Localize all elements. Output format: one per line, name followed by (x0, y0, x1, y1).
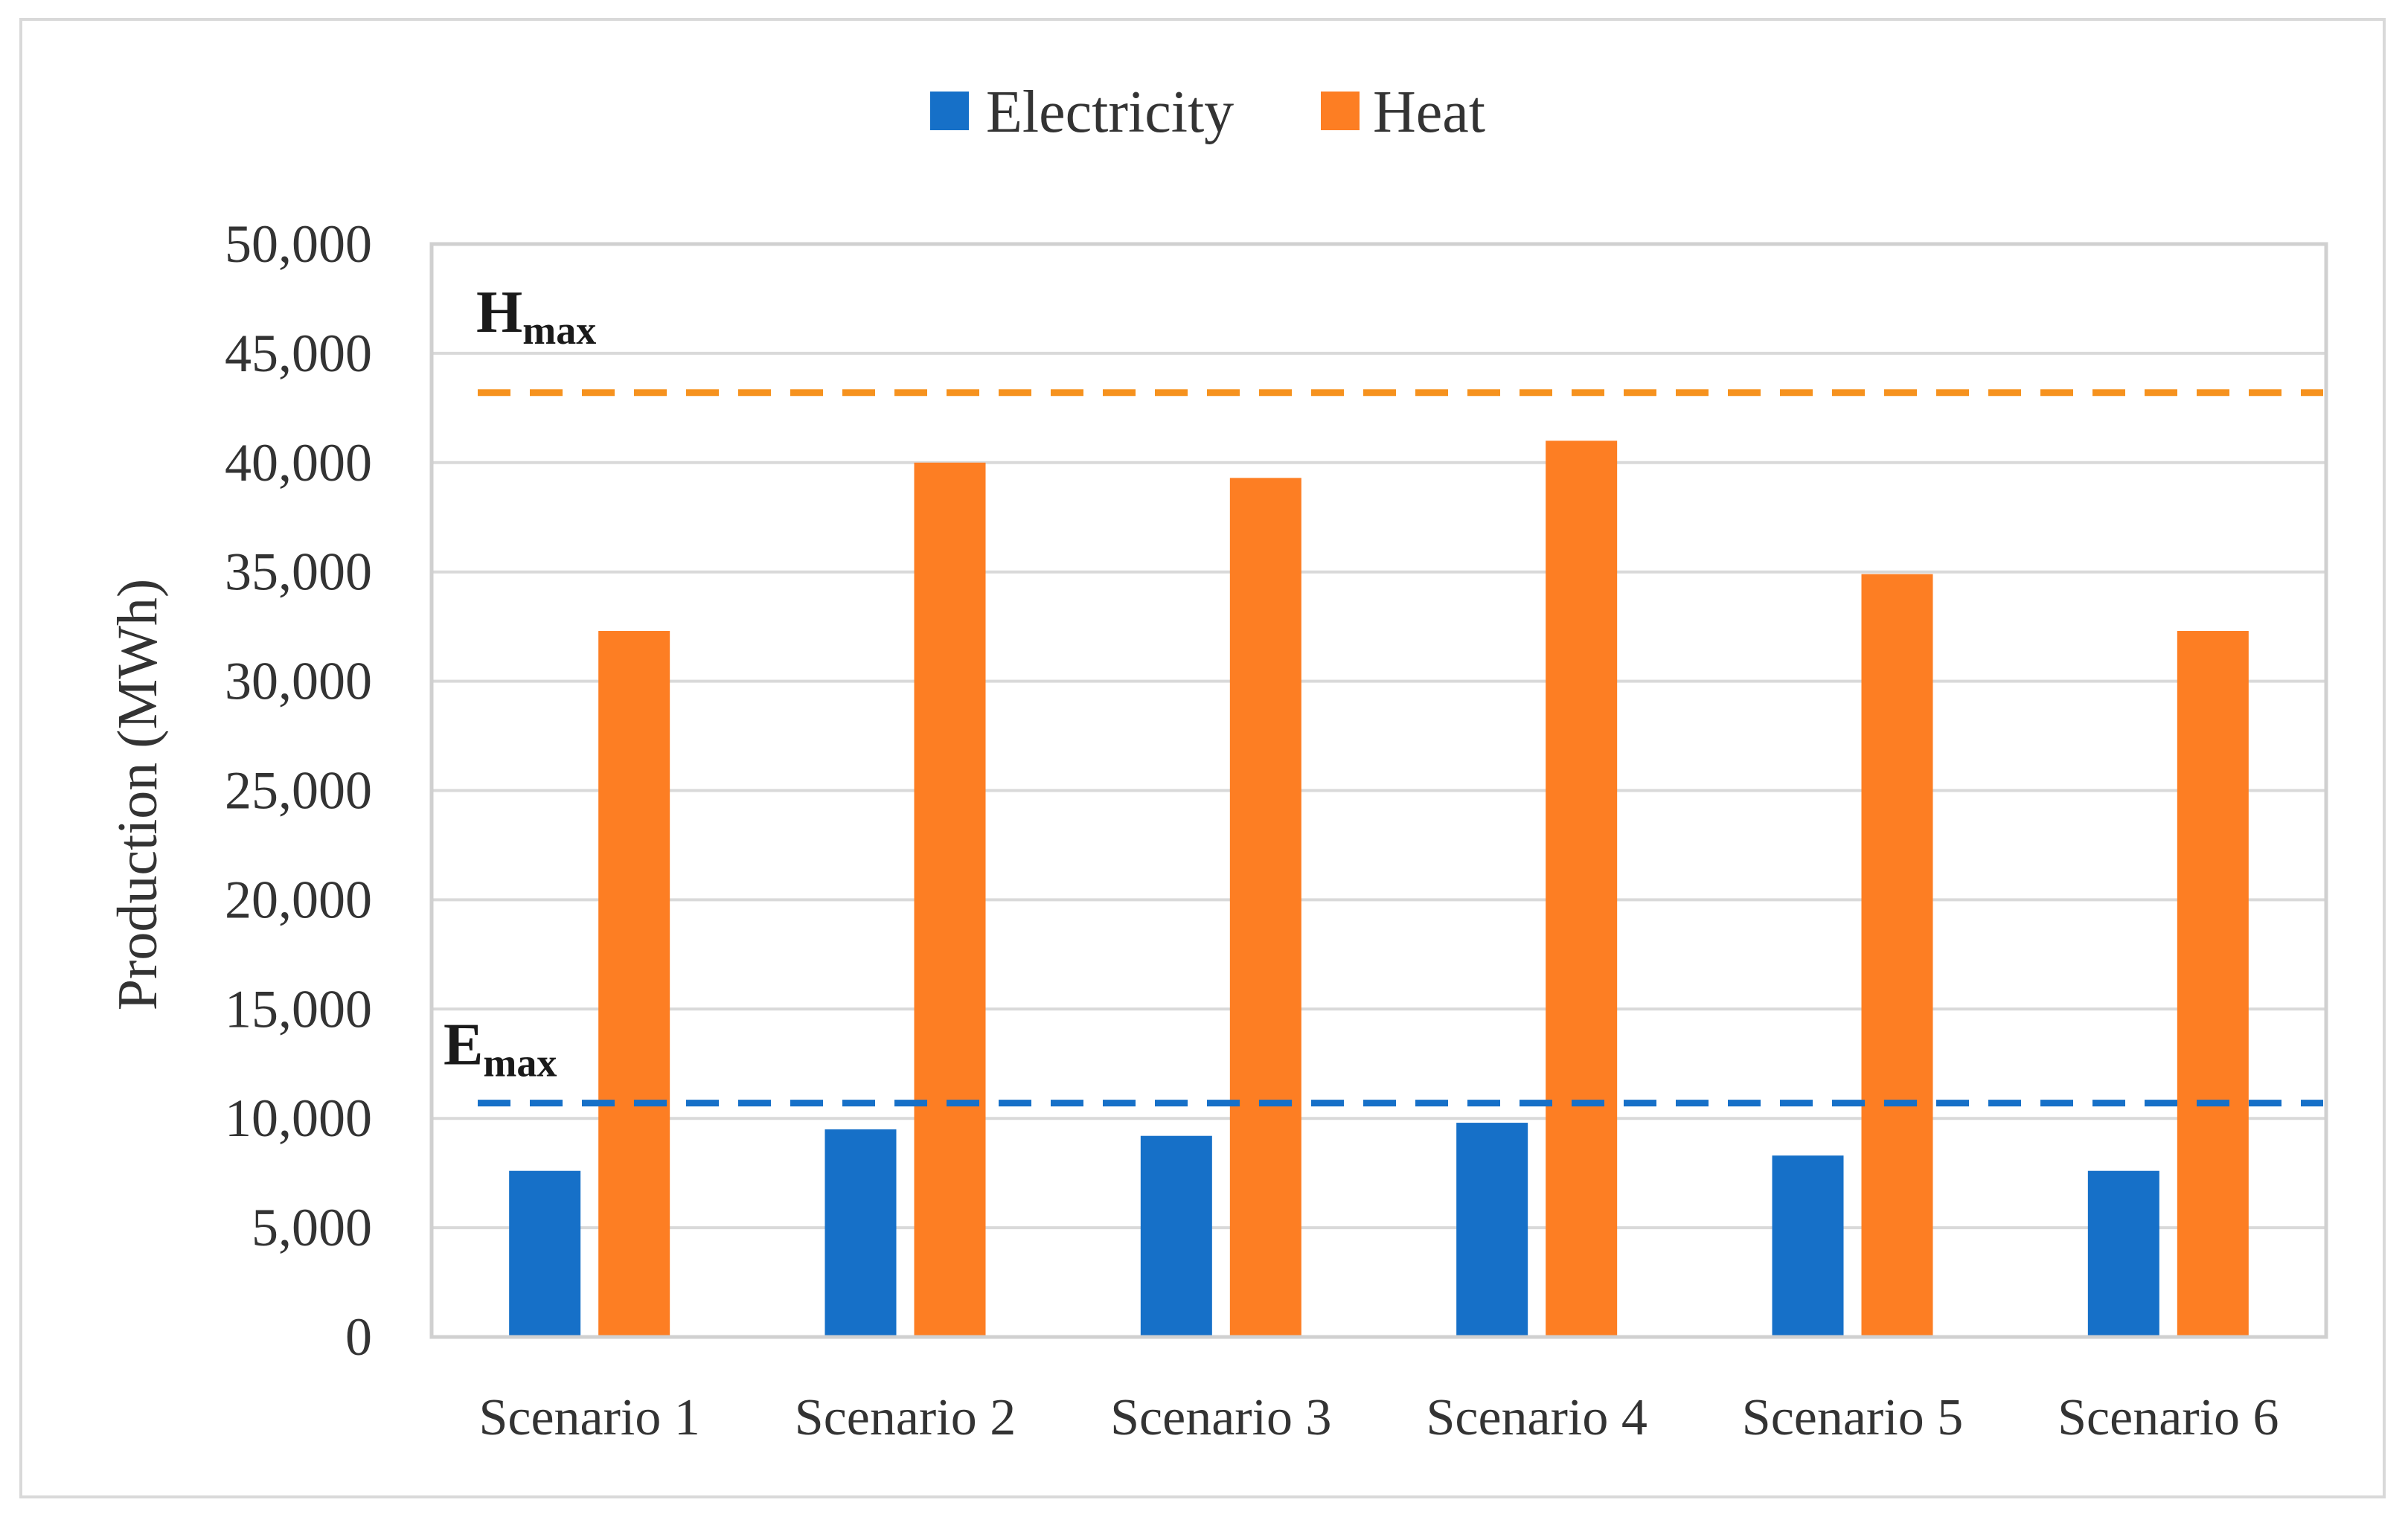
bar-heat-3 (1229, 478, 1301, 1338)
bar-electricity-3 (1140, 1135, 1212, 1337)
bars (509, 440, 2249, 1338)
gridlines (432, 351, 2326, 1230)
bar-electricity-4 (1456, 1123, 1528, 1337)
bar-heat-5 (1861, 574, 1933, 1338)
y-tick-label: 0 (345, 1307, 372, 1367)
y-tick-label: 5,000 (252, 1198, 372, 1257)
bar-heat-6 (2177, 631, 2249, 1337)
y-tick-label: 20,000 (225, 870, 372, 929)
y-tick-label: 35,000 (225, 542, 372, 602)
x-tick-label: Scenario 3 (1110, 1389, 1331, 1446)
reference-label-emax: Emax (444, 1013, 557, 1086)
x-axis-ticks: Scenario 1 Scenario 2 Scenario 3 Scenario 4… (478, 1389, 2279, 1446)
bar-heat-4 (1546, 440, 1618, 1338)
legend: Electricity Heat (930, 80, 1485, 145)
x-tick-label: Scenario 1 (478, 1389, 699, 1446)
y-tick-label: 45,000 (225, 324, 372, 383)
y-tick-label: 15,000 (225, 979, 372, 1039)
legend-swatch-heat (1321, 92, 1360, 130)
y-tick-label: 30,000 (225, 652, 372, 711)
bar-electricity-2 (824, 1129, 897, 1337)
legend-label-electricity: Electricity (986, 80, 1234, 145)
x-tick-label: Scenario 5 (1742, 1389, 1963, 1446)
y-tick-label: 40,000 (225, 433, 372, 493)
reference-lines: Hmax Emax (444, 280, 2323, 1107)
legend-swatch-electricity (930, 92, 969, 130)
y-tick-label: 25,000 (225, 761, 372, 821)
reference-label-hmax: Hmax (476, 280, 596, 353)
plot-area-border (429, 242, 2328, 1339)
bar-electricity-5 (1772, 1155, 1844, 1337)
x-tick-label: Scenario 6 (2058, 1389, 2279, 1446)
x-tick-label: Scenario 4 (1426, 1389, 1647, 1446)
legend-label-heat: Heat (1373, 80, 1485, 145)
bar-heat-1 (598, 631, 670, 1337)
y-tick-label: 10,000 (225, 1088, 372, 1148)
y-tick-label: 50,000 (225, 214, 372, 274)
x-tick-label: Scenario 2 (795, 1389, 1016, 1446)
bar-heat-2 (914, 462, 986, 1337)
y-axis-title: Production (MWh) (106, 579, 169, 1010)
y-axis-ticks: 0 5,000 10,000 15,000 20,000 25,000 30,000 35,0… (225, 214, 372, 1367)
bar-electricity-6 (2087, 1170, 2159, 1337)
bar-electricity-1 (509, 1170, 581, 1337)
